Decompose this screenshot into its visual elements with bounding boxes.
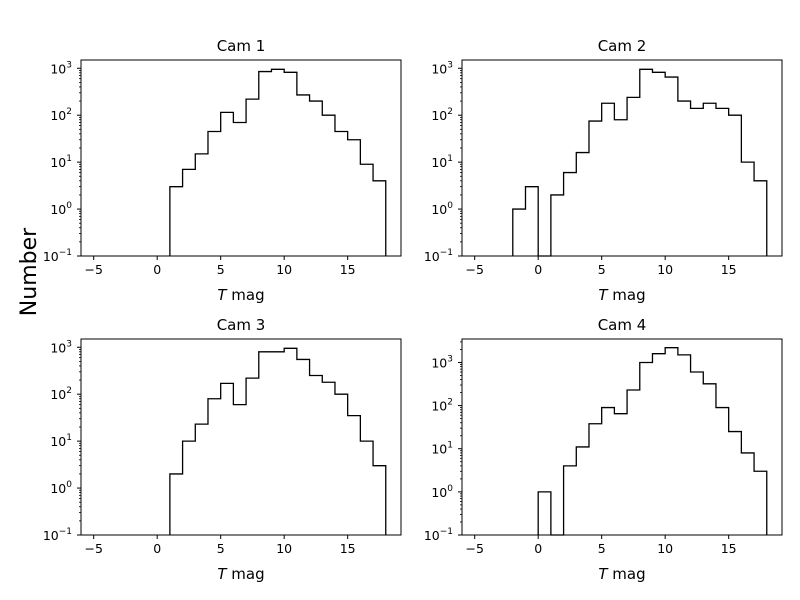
x-axis-label: T mag [217, 565, 264, 583]
panel-title: Cam 1 [217, 37, 266, 55]
y-tick-label: 103 [50, 339, 72, 355]
y-tick-label: 101 [431, 154, 453, 170]
axes-frame [80, 338, 402, 536]
histogram-steps [169, 347, 387, 535]
y-tick-label: 102 [50, 107, 72, 123]
x-tick-label: 0 [534, 541, 542, 556]
y-tick-label: 101 [431, 441, 453, 457]
y-tick-label: 100 [50, 480, 72, 496]
x-tick-label: 15 [340, 541, 356, 556]
x-axis-label: T mag [598, 565, 645, 583]
panel-title: Cam 2 [598, 37, 647, 55]
x-tick-label: −5 [84, 541, 102, 556]
panel-title: Cam 3 [217, 316, 266, 334]
y-tick-label: 100 [431, 201, 453, 217]
x-axis-label: T mag [217, 286, 264, 304]
y-tick-label: 103 [50, 60, 72, 76]
y-tick-label: 102 [431, 107, 453, 123]
x-tick-label: −5 [465, 541, 483, 556]
x-tick-label: 15 [721, 541, 737, 556]
histogram-panel: Cam 2 −5 0 5 10 15 10−1 100 101 102 103 T mag [424, 37, 783, 304]
y-tick-label: 102 [50, 386, 72, 402]
y-tick-label: 10−1 [424, 527, 453, 543]
x-tick-label: 10 [657, 262, 673, 277]
axes-frame [80, 59, 402, 257]
y-tick-label: 101 [50, 154, 72, 170]
x-tick-label: 5 [598, 541, 606, 556]
x-tick-label: 5 [217, 262, 225, 277]
axes-frame [461, 59, 783, 257]
histogram-panel: Cam 4 −5 0 5 10 15 10−1 100 101 102 103 T mag [424, 316, 783, 583]
axes-frame [461, 338, 783, 536]
y-tick-label: 100 [50, 201, 72, 217]
panel-title: Cam 4 [598, 316, 647, 334]
y-tick-label: 103 [431, 60, 453, 76]
x-tick-label: 0 [153, 541, 161, 556]
x-tick-label: 10 [276, 541, 292, 556]
x-tick-label: 15 [721, 262, 737, 277]
y-tick-label: 103 [431, 354, 453, 370]
histogram-steps [537, 347, 768, 536]
y-tick-label: 100 [431, 484, 453, 500]
histogram-steps [512, 68, 768, 257]
x-tick-label: 5 [217, 541, 225, 556]
x-tick-label: −5 [465, 262, 483, 277]
x-tick-label: 10 [276, 262, 292, 277]
x-tick-label: 5 [598, 262, 606, 277]
y-tick-label: 102 [431, 398, 453, 414]
figure-ylabel: Number [17, 227, 42, 316]
x-tick-label: 0 [534, 262, 542, 277]
y-tick-label: 10−1 [43, 527, 72, 543]
x-tick-label: −5 [84, 262, 102, 277]
y-tick-label: 10−1 [43, 248, 72, 264]
x-axis-label: T mag [598, 286, 645, 304]
y-tick-label: 10−1 [424, 248, 453, 264]
histogram-steps [169, 68, 387, 256]
histogram-panel: Cam 3 −5 0 5 10 15 10−1 100 101 102 103 T mag [43, 316, 402, 583]
x-tick-label: 0 [153, 262, 161, 277]
histogram-panel: Cam 1 −5 0 5 10 15 10−1 100 101 102 103 T mag [43, 37, 402, 304]
x-tick-label: 10 [657, 541, 673, 556]
y-tick-label: 101 [50, 433, 72, 449]
x-tick-label: 15 [340, 262, 356, 277]
